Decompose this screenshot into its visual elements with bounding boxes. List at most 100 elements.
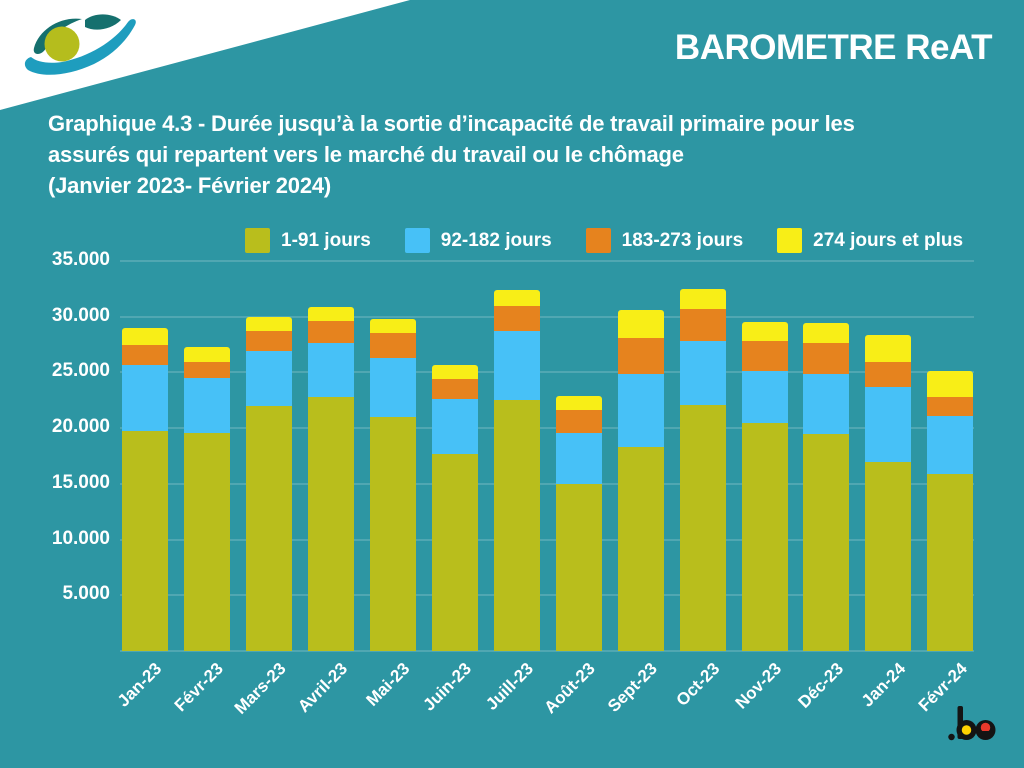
bar-segment-2 xyxy=(183,378,230,433)
chart-title-line3: (Janvier 2023- Février 2024) xyxy=(48,173,332,198)
bar-segment-3 xyxy=(865,362,912,387)
bar-segment-2 xyxy=(803,373,850,434)
legend-item: 92-182 jours xyxy=(404,228,552,253)
bar-segment-1 xyxy=(431,453,478,651)
legend-item: 1-91 jours xyxy=(245,228,371,253)
x-axis-label: Déc-23 xyxy=(794,659,847,712)
bar-segment-2 xyxy=(431,399,478,454)
bar-segment-1 xyxy=(307,396,354,651)
bar-segment-4 xyxy=(927,371,974,397)
bar-segment-3 xyxy=(555,410,602,433)
page-title: BAROMETRE ReAT xyxy=(674,28,993,67)
bar-segment-1 xyxy=(927,473,974,651)
legend-swatch xyxy=(404,228,430,253)
x-axis-label: Jan-24 xyxy=(857,659,909,711)
bar-segment-2 xyxy=(617,373,664,448)
x-axis-label: Juill-23 xyxy=(482,659,538,714)
x-axis-label: Févr-23 xyxy=(171,659,228,716)
bar-segment-2 xyxy=(741,371,788,423)
bar-segment-4 xyxy=(493,289,540,306)
legend-swatch xyxy=(777,228,803,253)
x-axis-label: Avril-23 xyxy=(294,659,352,717)
legend-swatch xyxy=(585,228,611,253)
bar-segment-3 xyxy=(245,331,292,352)
bar-segment-4 xyxy=(183,346,230,363)
bar-segment-4 xyxy=(307,306,354,322)
legend-label: 274 jours et plus xyxy=(813,229,964,251)
gridline xyxy=(120,482,974,485)
gridline xyxy=(120,594,974,597)
bar-segment-1 xyxy=(865,461,912,651)
legend-label: 92-182 jours xyxy=(440,229,552,251)
logo-iris xyxy=(44,26,80,62)
x-axis-label: Oct-23 xyxy=(672,659,723,710)
x-axis-label: Juin-23 xyxy=(419,659,476,715)
bar-segment-3 xyxy=(927,396,974,416)
bar-segment-2 xyxy=(307,343,354,397)
chart-title-line2: assurés qui repartent vers le marché du … xyxy=(48,142,684,167)
legend-item: 274 jours et plus xyxy=(777,228,963,253)
legend-item: 183-273 jours xyxy=(585,228,744,253)
bar-segment-4 xyxy=(431,364,478,380)
bar-segment-4 xyxy=(369,318,416,334)
chart-title-line1: Graphique 4.3 - Durée jusqu’à la sortie … xyxy=(48,111,855,136)
bar-segment-1 xyxy=(555,483,602,651)
bar-segment-2 xyxy=(927,415,974,474)
organization-eye-logo xyxy=(24,14,136,75)
chart-legend: 1-91 jours 92-182 jours 183-273 jours 274 j… xyxy=(245,228,963,253)
bar-segment-4 xyxy=(617,310,664,338)
bar-segment-2 xyxy=(679,341,726,405)
bar-segment-1 xyxy=(679,404,726,651)
gridline xyxy=(120,650,974,652)
gridline xyxy=(120,538,974,541)
bar-segment-1 xyxy=(183,432,230,651)
y-axis-label: 35.000 xyxy=(51,249,110,270)
y-axis-label: 30.000 xyxy=(51,304,110,326)
legend-label: 183-273 jours xyxy=(621,229,744,251)
bar-segment-1 xyxy=(803,433,850,651)
bar-segment-3 xyxy=(617,337,664,374)
bar-segment-1 xyxy=(493,400,540,651)
logo-swoosh xyxy=(24,19,136,75)
bar-segment-3 xyxy=(679,308,726,342)
gridline xyxy=(120,371,974,374)
bar-segment-4 xyxy=(122,327,168,345)
bar-segment-3 xyxy=(183,362,230,378)
x-axis-label: Sept-23 xyxy=(604,659,662,716)
x-axis-label: Août-23 xyxy=(540,659,600,718)
bar-segment-1 xyxy=(122,431,168,651)
bar-segment-3 xyxy=(369,333,416,358)
be-logo xyxy=(948,706,996,741)
x-axis-label: Mai-23 xyxy=(362,659,414,710)
bar-segment-4 xyxy=(555,395,602,411)
bar-segment-2 xyxy=(122,364,168,432)
y-axis-label: 20.000 xyxy=(51,416,110,438)
bar-segment-3 xyxy=(741,341,788,372)
y-axis-label: 25.000 xyxy=(51,360,110,382)
x-axis-label: Nov-23 xyxy=(731,659,785,713)
bar-segment-1 xyxy=(617,447,664,651)
bar-segment-4 xyxy=(803,323,850,344)
bar-segment-2 xyxy=(369,357,416,417)
bar-segment-4 xyxy=(741,322,788,342)
y-axis-label: 15.000 xyxy=(51,471,110,493)
bar-segment-1 xyxy=(741,422,788,651)
bar-segment-3 xyxy=(431,379,478,400)
bar-segment-4 xyxy=(865,334,912,363)
bar-segment-4 xyxy=(679,288,726,309)
y-axis-label: 10.000 xyxy=(51,527,110,549)
y-axis-label: 5.000 xyxy=(62,583,110,605)
gridline xyxy=(120,427,974,430)
bar-segment-3 xyxy=(307,321,354,344)
bar-segment-1 xyxy=(369,417,416,651)
bar-segment-1 xyxy=(245,405,292,651)
bar-segment-2 xyxy=(555,432,602,484)
bar-segment-3 xyxy=(122,344,168,365)
bar-segment-2 xyxy=(493,331,540,401)
chart-title: Graphique 4.3 - Durée jusqu’à la sortie … xyxy=(48,108,948,201)
logo-dark-leaf xyxy=(85,14,121,30)
bar-segment-3 xyxy=(493,305,540,332)
bar-segment-2 xyxy=(865,386,912,462)
legend-label: 1-91 jours xyxy=(281,229,371,251)
